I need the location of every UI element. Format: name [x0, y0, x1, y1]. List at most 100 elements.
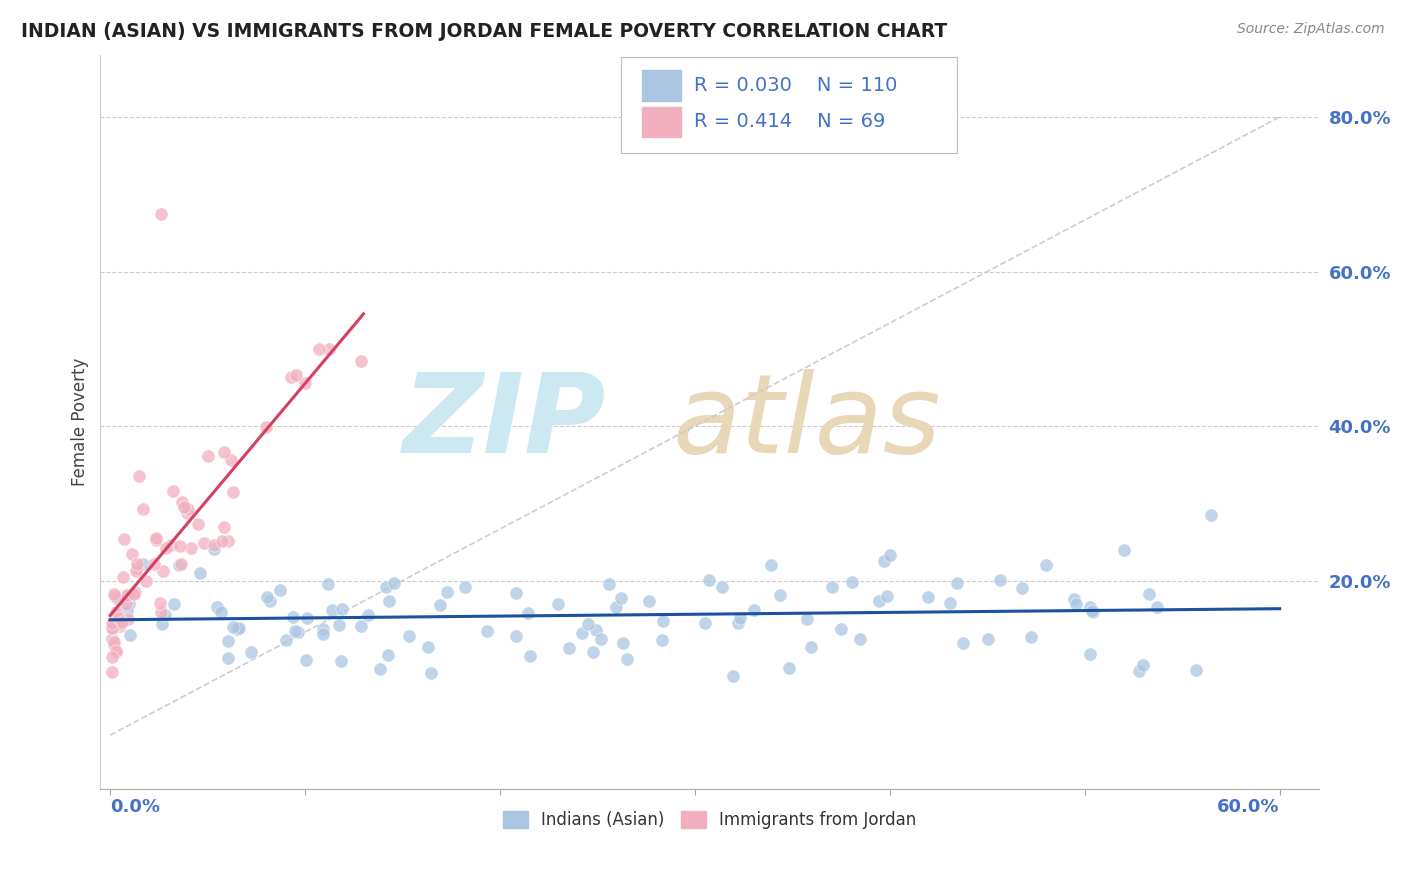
Point [651, 632, 673, 647]
Point [330, 654, 353, 668]
Y-axis label: Female Poverty: Female Poverty [72, 358, 89, 486]
Text: R = 0.030    N = 110: R = 0.030 N = 110 [693, 76, 897, 95]
Point [222, 620, 245, 634]
Point [1011, 581, 1033, 595]
Point [104, 605, 127, 619]
Point [316, 577, 339, 591]
Point [418, 640, 440, 654]
Point [357, 607, 380, 622]
Point [697, 573, 720, 587]
Point [1078, 647, 1101, 661]
Point [269, 582, 291, 597]
Point [118, 628, 141, 642]
Point [149, 206, 172, 220]
Point [1063, 591, 1085, 606]
Point [1132, 657, 1154, 672]
Point [429, 598, 451, 612]
Point [612, 636, 634, 650]
Point [167, 558, 190, 572]
Point [132, 557, 155, 571]
Point [1035, 558, 1057, 573]
Point [349, 619, 371, 633]
Point [308, 342, 330, 356]
Text: 60.0%: 60.0% [1218, 798, 1279, 816]
Point [616, 652, 638, 666]
Point [202, 541, 225, 556]
Point [111, 570, 134, 584]
Point [582, 645, 605, 659]
Legend: Indians (Asian), Immigrants from Jordan: Indians (Asian), Immigrants from Jordan [496, 805, 924, 836]
Point [180, 541, 202, 555]
Point [1019, 631, 1042, 645]
Point [598, 576, 620, 591]
Point [127, 557, 149, 571]
Point [217, 633, 239, 648]
Point [217, 533, 239, 548]
Point [977, 632, 1000, 646]
FancyBboxPatch shape [643, 70, 682, 101]
Point [1081, 605, 1104, 619]
Point [638, 594, 661, 608]
Point [155, 541, 177, 555]
Point [228, 621, 250, 635]
Point [505, 586, 527, 600]
Point [868, 594, 890, 608]
Point [169, 539, 191, 553]
Point [876, 589, 898, 603]
Point [111, 615, 134, 629]
Point [651, 614, 673, 628]
Point [104, 589, 127, 603]
Point [420, 665, 443, 680]
Point [173, 500, 195, 514]
Point [145, 533, 167, 547]
Text: INDIAN (ASIAN) VS IMMIGRANTS FROM JORDAN FEMALE POVERTY CORRELATION CHART: INDIAN (ASIAN) VS IMMIGRANTS FROM JORDAN… [21, 22, 948, 41]
Point [155, 607, 177, 622]
Point [1066, 597, 1088, 611]
Point [211, 533, 233, 548]
Point [287, 625, 309, 640]
Point [132, 501, 155, 516]
Point [121, 547, 143, 561]
Point [117, 589, 139, 603]
Point [280, 370, 302, 384]
Point [505, 629, 527, 643]
Point [873, 554, 896, 568]
Point [284, 368, 307, 383]
Point [368, 662, 391, 676]
Point [212, 519, 235, 533]
FancyBboxPatch shape [620, 56, 957, 153]
Point [105, 645, 128, 659]
Point [108, 611, 131, 625]
Point [145, 531, 167, 545]
Point [769, 588, 792, 602]
Point [1146, 599, 1168, 614]
Point [205, 599, 228, 614]
Point [101, 632, 124, 646]
Point [952, 635, 974, 649]
Point [778, 661, 800, 675]
Point [295, 653, 318, 667]
Point [170, 557, 193, 571]
Point [610, 591, 633, 606]
Point [821, 580, 844, 594]
Point [163, 597, 186, 611]
Point [254, 420, 277, 434]
Point [800, 640, 823, 654]
Point [202, 538, 225, 552]
Point [1201, 508, 1223, 522]
Point [143, 558, 166, 572]
Point [149, 596, 172, 610]
Point [135, 574, 157, 589]
Point [321, 603, 343, 617]
Point [284, 624, 307, 638]
Point [105, 644, 128, 658]
Point [160, 538, 183, 552]
Point [105, 607, 128, 622]
Point [172, 495, 194, 509]
Point [103, 638, 125, 652]
Point [103, 621, 125, 635]
Point [125, 564, 148, 578]
Point [209, 605, 232, 619]
Point [221, 452, 243, 467]
Text: ZIP: ZIP [402, 368, 606, 475]
